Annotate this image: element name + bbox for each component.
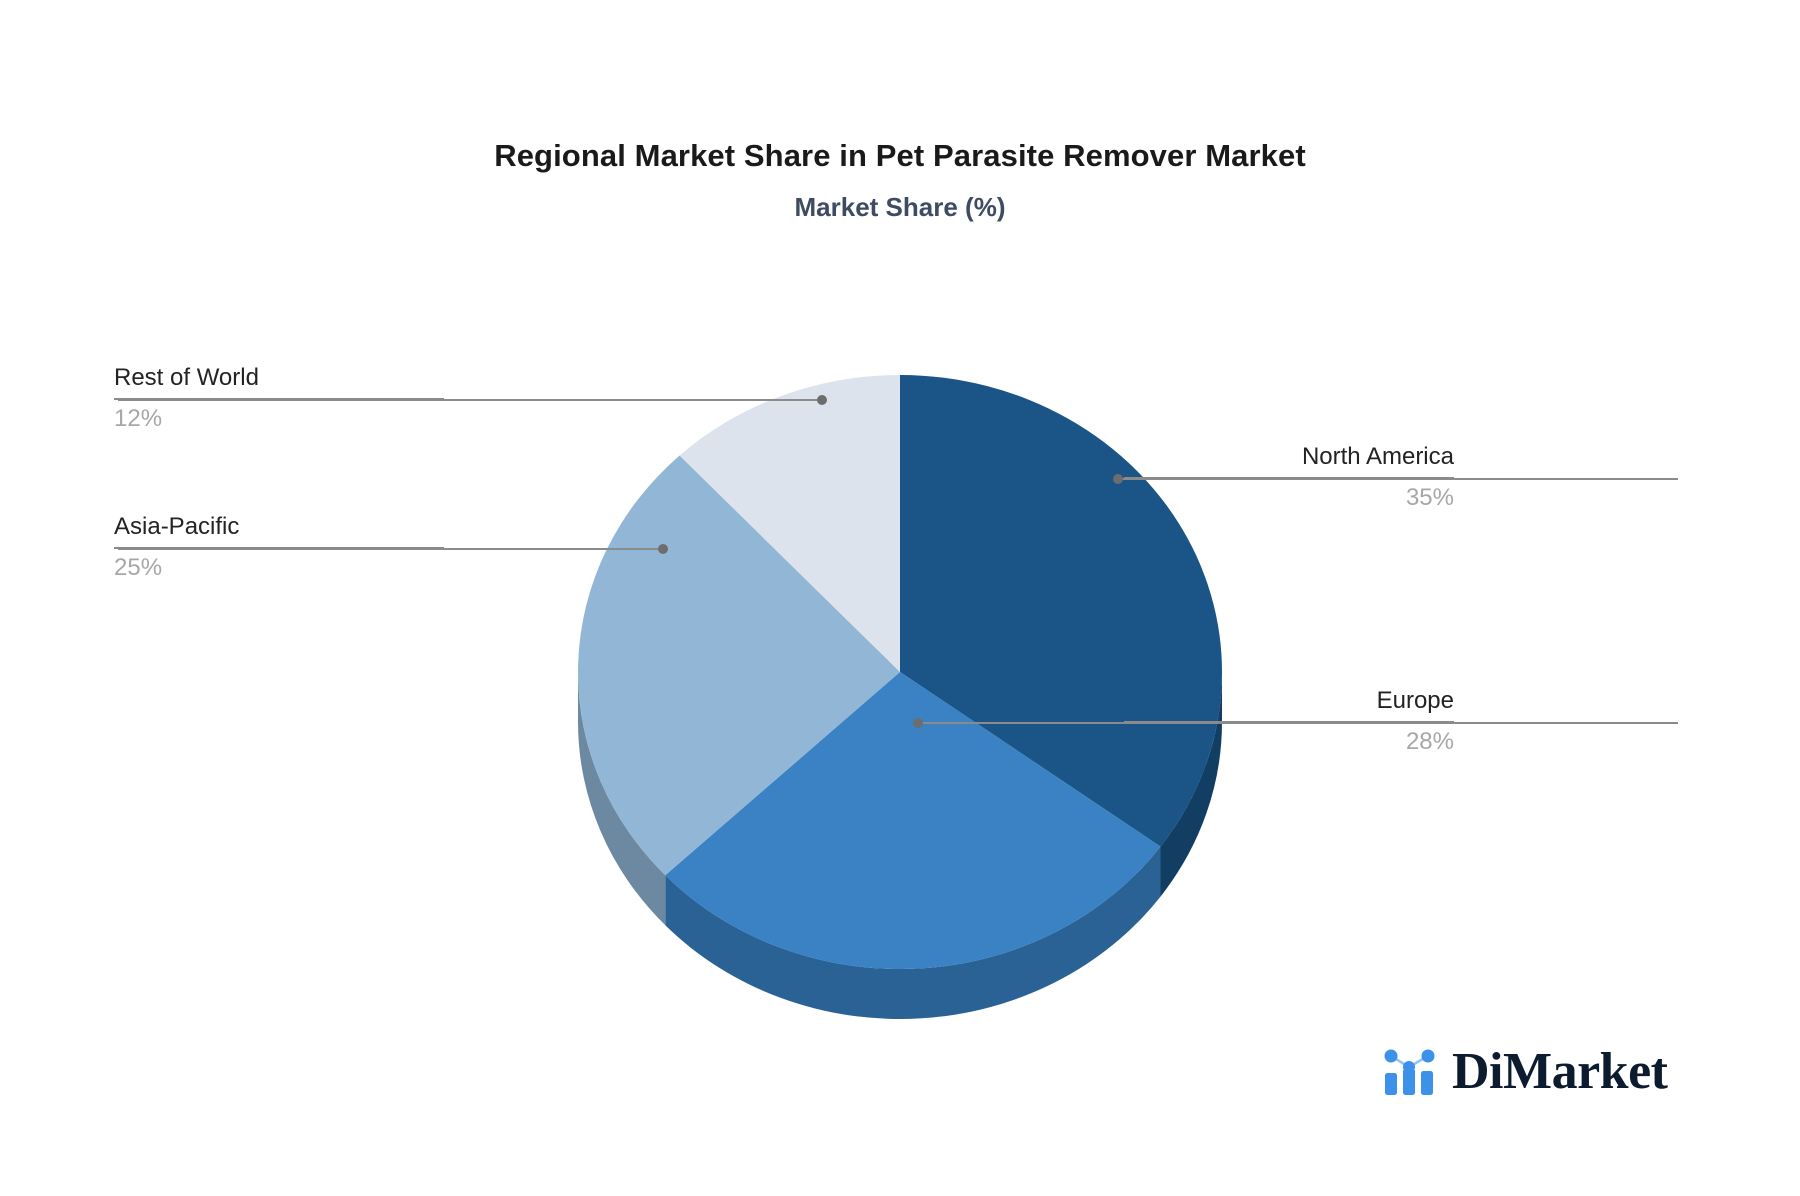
pie-3d-side-walls: [578, 672, 1222, 1019]
callout-north-america[interactable]: North America 35%: [1124, 442, 1454, 513]
dimarket-logo[interactable]: DiMarket: [1382, 1043, 1668, 1100]
leader-dot-rest-of-world: [817, 395, 827, 405]
pie-side-north-america: [1160, 672, 1222, 897]
callout-rule-north-america: [1124, 477, 1454, 479]
leader-dot-north-america: [1113, 474, 1123, 484]
pie-slice-rest-of-world[interactable]: [679, 375, 900, 672]
leader-dot-asia-pacific: [658, 544, 668, 554]
chart-subtitle: Market Share (%): [794, 192, 1006, 222]
pie-side-europe: [665, 846, 1161, 1019]
callout-label-rest-of-world: Rest of World: [114, 364, 259, 391]
callout-asia-pacific[interactable]: Asia-Pacific 25%: [114, 512, 444, 583]
leader-dot-europe: [913, 718, 923, 728]
callout-europe[interactable]: Europe 28%: [1124, 686, 1454, 757]
callout-value-asia-pacific: 25%: [114, 554, 163, 581]
callout-rule-rest-of-world: [114, 398, 444, 400]
callout-label-europe: Europe: [1376, 687, 1454, 714]
callout-value-north-america: 35%: [1405, 484, 1454, 511]
chart-title: Regional Market Share in Pet Parasite Re…: [494, 138, 1306, 173]
bar-chart-dots-icon: [1384, 1049, 1435, 1095]
callout-value-rest-of-world: 12%: [114, 405, 163, 432]
callout-rest-of-world[interactable]: Rest of World 12%: [114, 363, 444, 434]
pie-top-face: [578, 375, 1223, 969]
pie-slice-europe[interactable]: [665, 672, 1161, 969]
callout-label-asia-pacific: Asia-Pacific: [114, 513, 240, 540]
pie-side-asia-pacific: [578, 672, 666, 926]
pie-slice-asia-pacific[interactable]: [578, 455, 900, 876]
callout-value-europe: 28%: [1405, 728, 1454, 755]
logo-wordmark: DiMarket: [1452, 1043, 1668, 1100]
pie-slice-north-america[interactable]: [900, 375, 1223, 847]
callout-rule-asia-pacific: [114, 547, 444, 549]
callout-label-north-america: North America: [1301, 443, 1454, 470]
callout-rule-europe: [1124, 721, 1454, 723]
leader-lines: [118, 395, 1678, 728]
